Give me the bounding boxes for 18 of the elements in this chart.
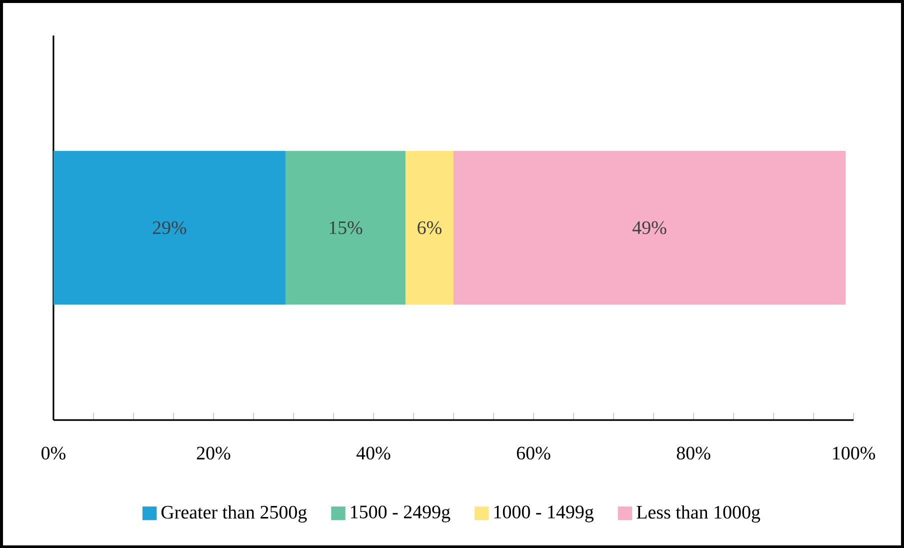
legend-label: 1000 - 1499g [494,505,594,522]
legend-label: Less than 1000g [636,505,760,522]
data-label: 49% [632,221,666,234]
data-label: 6% [418,221,442,234]
bar [454,150,846,304]
bar [406,150,454,304]
x-tick-label: 0% [42,446,66,460]
legend-label: Greater than 2500g [161,505,307,522]
data-label: 15% [330,221,362,234]
x-tick-label: 60% [516,446,550,460]
x-tick-label: 80% [676,446,710,460]
legend-label: 1500 - 2499g [351,505,450,522]
data-label: 29% [152,221,186,234]
x-tick-label: 100% [833,446,876,460]
bar [285,150,406,304]
bar [53,150,286,304]
x-tick-label: 40% [356,446,390,460]
x-tick-label: 20% [196,446,230,460]
